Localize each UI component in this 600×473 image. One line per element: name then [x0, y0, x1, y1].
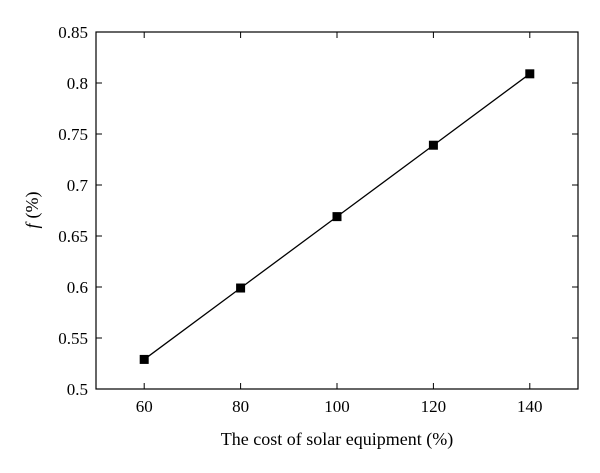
y-axis: 0.5 0.55 0.6 0.65 0.7 0.75 0.8 0.85: [58, 23, 578, 399]
y-tick-label: 0.5: [67, 380, 88, 399]
svg-text:f(%): f (%): [22, 191, 43, 228]
y-tick-label: 0.85: [58, 23, 88, 42]
y-tick-label: 0.6: [67, 278, 88, 297]
y-axis-title-unit: (%): [22, 191, 43, 218]
y-tick-label: 0.75: [58, 125, 88, 144]
y-tick-label: 0.55: [58, 329, 88, 348]
y-tick-label: 0.7: [67, 176, 89, 195]
data-point-marker: [428, 140, 438, 150]
x-tick-label: 120: [421, 397, 447, 416]
data-point-marker: [332, 212, 342, 222]
x-tick-label: 140: [517, 397, 543, 416]
y-tick-label: 0.8: [67, 74, 88, 93]
y-axis-title: f (%): [22, 191, 43, 228]
data-point-marker: [236, 283, 246, 293]
plot-frame: [95, 31, 579, 390]
data-point-marker: [525, 69, 535, 79]
x-tick-label: 80: [232, 397, 249, 416]
x-axis-title: The cost of solar equipment (%): [221, 429, 453, 450]
x-axis: 60 80 100 120 140: [136, 32, 543, 416]
y-axis-title-symbol: f: [22, 221, 42, 229]
x-tick-label: 100: [324, 397, 350, 416]
y-tick-label: 0.65: [58, 227, 88, 246]
x-tick-label: 60: [136, 397, 153, 416]
data-point-marker: [139, 354, 149, 364]
series-layer: [139, 69, 535, 364]
